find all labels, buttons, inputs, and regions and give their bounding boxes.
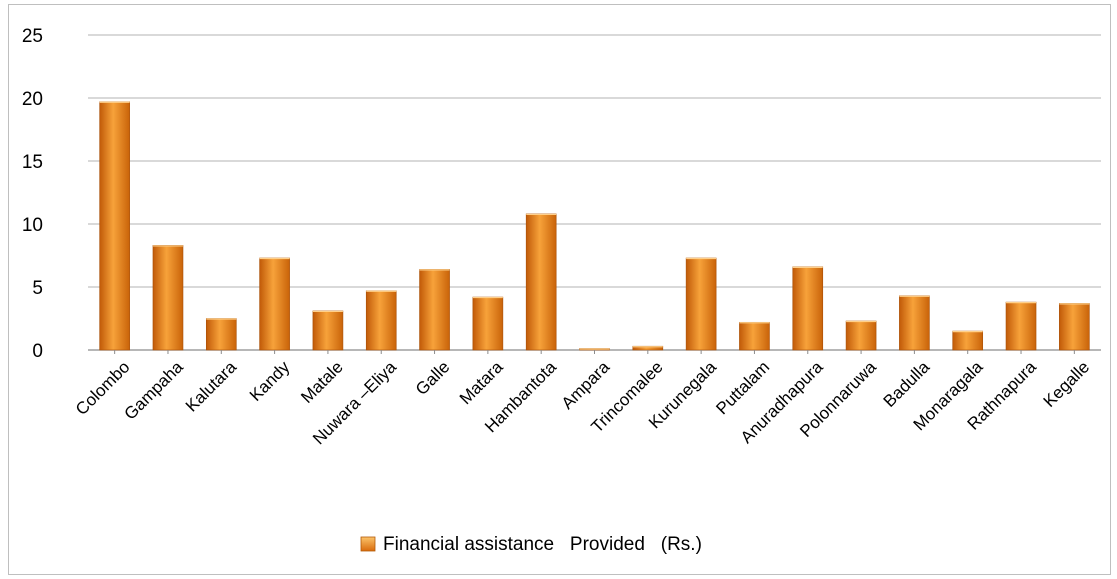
bar-gampaha	[152, 245, 184, 351]
bars	[99, 101, 1090, 351]
gridlines	[88, 34, 1101, 351]
y-tick-label: 25	[22, 26, 43, 47]
legend: Financial assistance Provided (Rs.)	[360, 534, 702, 555]
x-tick-label: Matara	[456, 357, 507, 408]
y-tick-label: 20	[22, 89, 43, 110]
bar-rathnapura	[1005, 301, 1037, 351]
bar-nuwara-eliya	[365, 290, 397, 351]
x-axis	[114, 350, 1075, 354]
bar-anuradhapura	[792, 266, 824, 351]
y-tick-label: 0	[32, 341, 43, 362]
bar-matara	[472, 296, 504, 351]
bar-colombo	[99, 101, 130, 351]
y-axis-tick-labels: 0 5 10 15 20 25	[22, 26, 43, 362]
x-tick-label: Gampaha	[121, 357, 188, 424]
bar-kandy	[259, 257, 290, 351]
x-tick-label: Badulla	[880, 357, 934, 411]
bar-kalutara	[205, 318, 237, 351]
legend-swatch	[360, 536, 376, 552]
bar-kegalle	[1059, 303, 1090, 351]
y-tick-label: 15	[22, 152, 43, 173]
x-tick-label: Kandy	[246, 357, 294, 405]
bar-puttalam	[739, 321, 770, 351]
bar-hambantota	[525, 213, 557, 351]
y-tick-label: 10	[22, 215, 43, 236]
y-tick-label: 5	[32, 278, 43, 299]
x-tick-label: Galle	[412, 357, 453, 398]
x-tick-label: Kegalle	[1040, 357, 1094, 411]
bar-monaragala	[952, 330, 984, 351]
x-tick-label: Kalutara	[182, 357, 241, 416]
x-tick-label: Matale	[297, 357, 347, 407]
bar-kurunegala	[685, 257, 717, 351]
bar-polonnaruwa	[845, 320, 877, 351]
chart-area: 0 5 10 15 20 25 Colombo Gampaha Kalutara Kandy Ma…	[8, 4, 1111, 575]
bar-matale	[312, 310, 344, 351]
legend-label: Financial assistance Provided (Rs.)	[383, 534, 702, 555]
bar-galle	[419, 269, 450, 351]
bar-badulla	[899, 295, 930, 351]
